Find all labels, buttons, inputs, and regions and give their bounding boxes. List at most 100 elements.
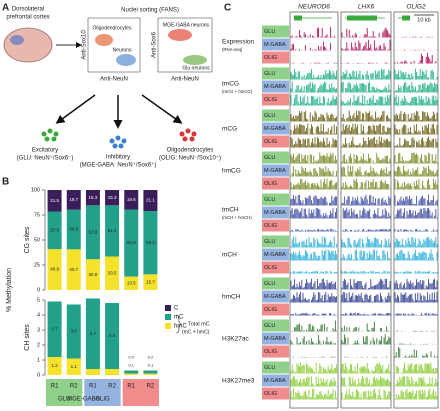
cluster-label: Glu neurons	[182, 65, 210, 71]
signal-track	[394, 375, 438, 387]
signal-track	[341, 270, 391, 274]
y-tick-label: 4	[37, 312, 40, 318]
value-label: 19.6	[127, 197, 136, 202]
gene-name: NEUROD6	[298, 4, 330, 11]
cell-type: (GLU: NeuN⁺/Sox6⁻)	[17, 155, 74, 162]
group-box	[122, 379, 159, 406]
signal-track	[394, 343, 437, 345]
signal-track	[394, 362, 438, 374]
signal-track	[341, 178, 391, 190]
row-box	[262, 51, 289, 64]
signal-track	[341, 194, 391, 206]
panel-label: A	[2, 3, 9, 14]
bar-segment	[105, 303, 120, 369]
value-label: 15.3	[89, 195, 98, 200]
value-label: 0.1	[148, 363, 154, 368]
row-box	[262, 193, 289, 206]
bar-segment	[124, 190, 139, 210]
row-box	[262, 277, 289, 290]
row-box	[262, 387, 289, 400]
axis-label: Anti-NeuN	[100, 77, 128, 83]
value-label: 0.2	[128, 355, 134, 360]
row-label: M-GABA	[264, 126, 286, 132]
signal-track	[394, 207, 438, 219]
signal-track	[290, 249, 338, 261]
signal-track	[290, 81, 338, 93]
row-box	[262, 164, 289, 177]
y-tick-label: 5	[37, 297, 40, 303]
scale-label: 10 kb	[417, 17, 430, 23]
signal-track	[341, 136, 391, 148]
group-label: OLIG	[95, 397, 110, 403]
value-label: 1.2	[51, 363, 58, 368]
axis-label: Anti-NeuN	[171, 77, 199, 83]
signal-track	[290, 62, 338, 64]
signal-track	[341, 81, 391, 93]
bar-segment	[143, 370, 158, 374]
row-label: GLU	[264, 113, 275, 119]
signal-track	[290, 69, 338, 80]
signal-track	[290, 152, 338, 164]
cluster	[168, 29, 192, 41]
brain-label: prefrontal cortex	[6, 15, 49, 21]
group-label: GLU	[58, 397, 70, 403]
signal-track	[394, 68, 438, 80]
track-name: mCH	[222, 252, 237, 259]
value-label: 0.2	[148, 355, 154, 360]
signal-track	[342, 207, 391, 219]
track-name: tmCH	[222, 207, 239, 214]
signal-track	[341, 68, 391, 80]
x-tick-label: R2	[147, 384, 155, 390]
value-label: 4.4	[109, 333, 116, 338]
signal-track	[394, 330, 438, 332]
row-box	[262, 332, 289, 345]
row-label: GLU	[264, 281, 275, 287]
row-label: OLIG	[264, 97, 277, 103]
signal-track	[394, 136, 438, 148]
signal-track	[341, 249, 391, 261]
panel-label: B	[2, 177, 9, 188]
y-tick-label: 50	[34, 237, 40, 243]
signal-track	[341, 228, 391, 232]
brace	[175, 314, 182, 334]
row-label: M-GABA	[264, 336, 286, 342]
cell-cluster	[179, 128, 197, 142]
signal-track	[394, 49, 438, 51]
chart-title: CG sites	[24, 226, 31, 253]
gene-exon	[294, 15, 302, 21]
signal-track	[341, 388, 391, 400]
y-tick-label: 1	[37, 357, 40, 363]
signal-track	[341, 321, 391, 332]
row-label: OLIG	[264, 307, 277, 313]
value-label: 3.6	[71, 329, 78, 334]
legend-label: hmC	[174, 324, 187, 330]
row-label: M-GABA	[264, 84, 286, 90]
value-label: 1.1	[71, 364, 78, 369]
signal-track	[394, 347, 438, 358]
value-label: 3.7	[51, 326, 58, 331]
cluster	[183, 55, 207, 65]
y-tick-label: 0	[37, 372, 40, 378]
row-label: GLU	[264, 365, 275, 371]
row-label: M-GABA	[264, 42, 286, 48]
row-box	[262, 151, 289, 164]
value-label: 63.2	[146, 240, 155, 245]
row-label: OLIG	[264, 55, 277, 61]
row-box	[262, 67, 289, 80]
row-box	[262, 206, 289, 219]
bar-segment	[47, 249, 62, 290]
bar-segment	[105, 256, 120, 290]
bar-segment	[66, 190, 81, 210]
row-box	[262, 219, 289, 232]
signal-track	[341, 39, 391, 51]
signal-track	[290, 208, 338, 219]
x-tick-label: R1	[89, 384, 97, 390]
y-tick-label: 25	[34, 262, 40, 268]
bar-segment	[143, 190, 158, 212]
gene-exon	[347, 15, 377, 21]
signal-track	[341, 356, 390, 358]
panel-label: C	[224, 3, 231, 14]
row-box	[262, 374, 289, 387]
row-label: GLU	[264, 197, 275, 203]
